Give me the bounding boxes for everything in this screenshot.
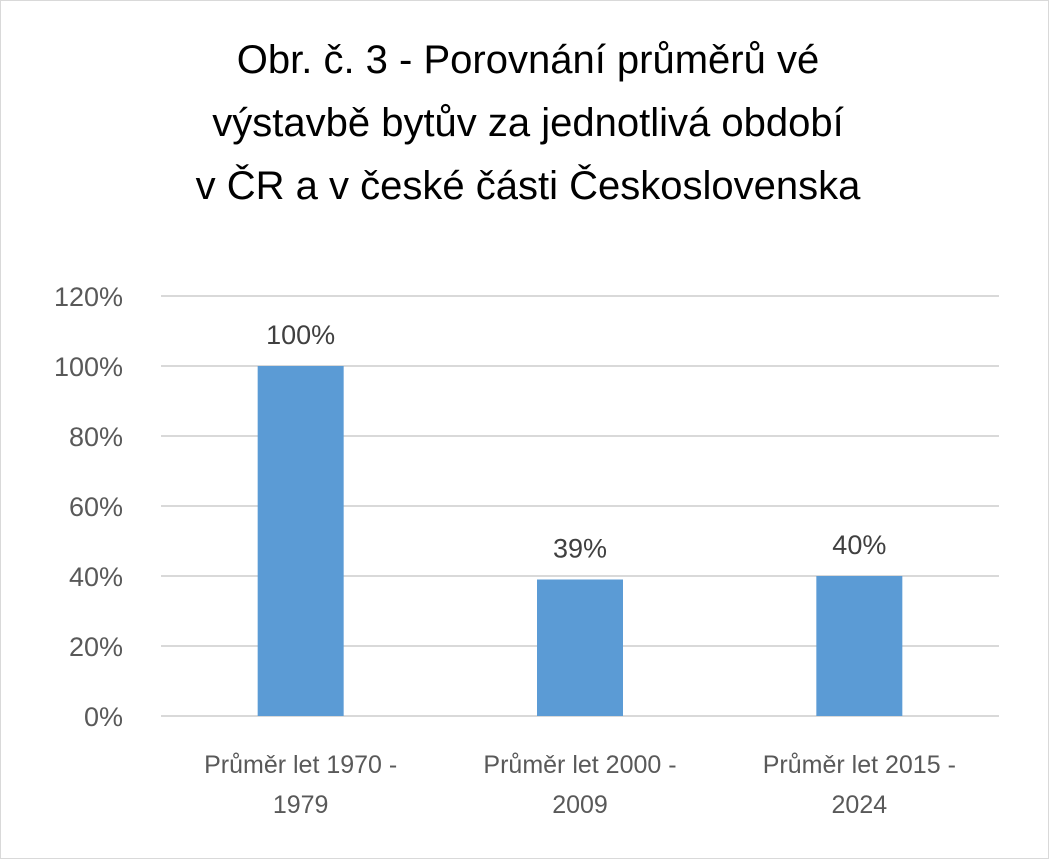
chart-title-line-2: výstavbě bytův za jednotlivá období xyxy=(212,101,844,145)
data-label: 39% xyxy=(553,534,607,564)
y-tick-label: 60% xyxy=(69,492,123,522)
y-tick-label: 20% xyxy=(69,632,123,662)
data-label: 40% xyxy=(832,530,886,560)
chart-title-line-3: v ČR a v české části Československa xyxy=(196,163,861,208)
bar xyxy=(537,579,623,716)
y-tick-label: 0% xyxy=(84,702,123,732)
bar xyxy=(816,576,903,716)
y-tick-label: 120% xyxy=(54,282,123,312)
y-tick-label: 40% xyxy=(69,562,123,592)
x-category-label: Průměr let 1970 -1979 xyxy=(204,751,397,819)
x-category-label: Průměr let 2015 -2024 xyxy=(763,751,956,819)
chart-title: Obr. č. 3 - Porovnání průměrů vé výstavb… xyxy=(196,38,861,208)
x-category-label: Průměr let 2000 -2009 xyxy=(483,751,676,819)
y-tick-label: 100% xyxy=(54,352,123,382)
y-tick-label: 80% xyxy=(69,422,123,452)
data-label: 100% xyxy=(266,320,335,350)
chart-title-line-1: Obr. č. 3 - Porovnání průměrů vé xyxy=(237,38,819,82)
bar xyxy=(257,366,344,716)
